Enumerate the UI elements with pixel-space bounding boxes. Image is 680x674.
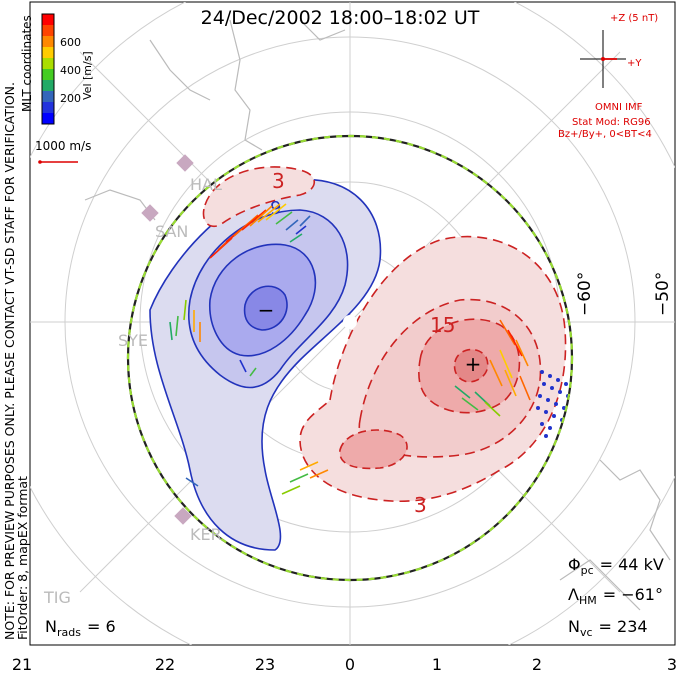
colorbar-segment: [42, 58, 54, 70]
colorbar-segment: [42, 69, 54, 81]
station-markers: [141, 154, 194, 525]
colorbar-segment: [42, 80, 54, 92]
station-label-sye: SYE: [118, 331, 148, 350]
contour-label-pos-15: 15: [430, 313, 455, 337]
mlt-tick-1: 1: [432, 655, 442, 674]
mlt-tick-23: 23: [255, 655, 275, 674]
negative-cell-min-symbol: −: [258, 298, 275, 322]
plot-border: [29, 1, 676, 646]
imf-clock: [580, 30, 626, 88]
mlt-tick-21: 21: [12, 655, 32, 674]
mlt-tick-0: 0: [345, 655, 355, 674]
colorbar-segment: [42, 91, 54, 103]
colorbar-segment: [42, 102, 54, 114]
plot-title: 24/Dec/2002 18:00–18:02 UT: [201, 7, 480, 29]
positive-cell-top-lobe: [202, 166, 316, 227]
svg-text:Nvc= 234: Nvc = 234: [568, 617, 648, 639]
coordinate-system-label: MLT coordinates: [20, 15, 34, 112]
positive-cell-max-symbol: +: [465, 352, 482, 376]
mlt-axis: 21 22 23 0 1 2 3: [12, 655, 677, 674]
svg-text:Φpc= 44 kV: Φpc = 44 kV: [568, 555, 664, 577]
imf-source: OMNI IMF: [595, 102, 643, 113]
preview-note: NOTE: FOR PREVIEW PURPOSES ONLY. PLEASE …: [2, 82, 17, 640]
colorbar-segment: [42, 36, 54, 48]
coastlines: [84, 19, 671, 611]
pole-marker: [343, 315, 357, 329]
colorbar-segment: [42, 14, 54, 26]
positive-cell-secondary: [339, 429, 408, 470]
mlt-tick-22: 22: [155, 655, 175, 674]
imf-condition: Bz+/By+, 0<BT<4: [558, 129, 652, 140]
hmb-boundary-dash: [126, 134, 574, 582]
station-label-san: SAN: [155, 222, 188, 241]
mlt-tick-2: 2: [532, 655, 542, 674]
velocity-colorbar: [41, 13, 55, 125]
stat-n-vc: Nvc = 234: [568, 617, 648, 639]
contour-label-neg-3: 3: [272, 169, 285, 193]
colorbar-segment: [42, 113, 54, 125]
colorbar-label: Vel [m/s]: [81, 51, 94, 100]
negative-cell-core: [243, 285, 288, 331]
station-label-tig: TIG: [43, 588, 71, 607]
positive-cell: +: [202, 166, 567, 503]
colorbar-segment: [42, 25, 54, 37]
station-label-ker: KER: [190, 525, 222, 544]
stat-phi-pc: Φpc = 44 kV: [568, 555, 664, 577]
mlt-tick-3: 3: [667, 655, 677, 674]
imf-plus-z: +Z (5 nT): [610, 13, 658, 24]
ref-vector-origin: [38, 160, 42, 164]
velocity-vectors: [169, 203, 531, 495]
colorbar-tick-400: 400: [60, 64, 81, 77]
imf-model: Stat Mod: RG96: [572, 117, 651, 128]
colorbar-tick-600: 600: [60, 36, 81, 49]
imf-plus-y: +Y: [627, 58, 642, 69]
colorbar-outline: [41, 13, 55, 125]
ref-vector-label: 1000 m/s: [35, 139, 91, 153]
stat-n-rads: Nrads = 6: [45, 617, 116, 639]
svg-text:ΛHM= −61°: ΛHM = −61°: [568, 585, 663, 607]
colorbar-segment: [42, 47, 54, 59]
contour-label-pos-3: 3: [414, 493, 427, 517]
fit-order-note: FitOrder: 8, mapEX format: [15, 476, 30, 640]
lat-label-60: −60°: [575, 272, 595, 316]
positive-cell-core: [453, 348, 489, 383]
station-label-hal: HAL: [190, 175, 222, 194]
colorbar-tick-200: 200: [60, 92, 81, 105]
svg-text:Nrads= 6: Nrads = 6: [45, 617, 116, 639]
stat-lambda-hm: ΛHM = −61°: [568, 585, 663, 607]
negative-cell: −: [149, 178, 382, 551]
lat-label-50: −50°: [653, 272, 673, 316]
